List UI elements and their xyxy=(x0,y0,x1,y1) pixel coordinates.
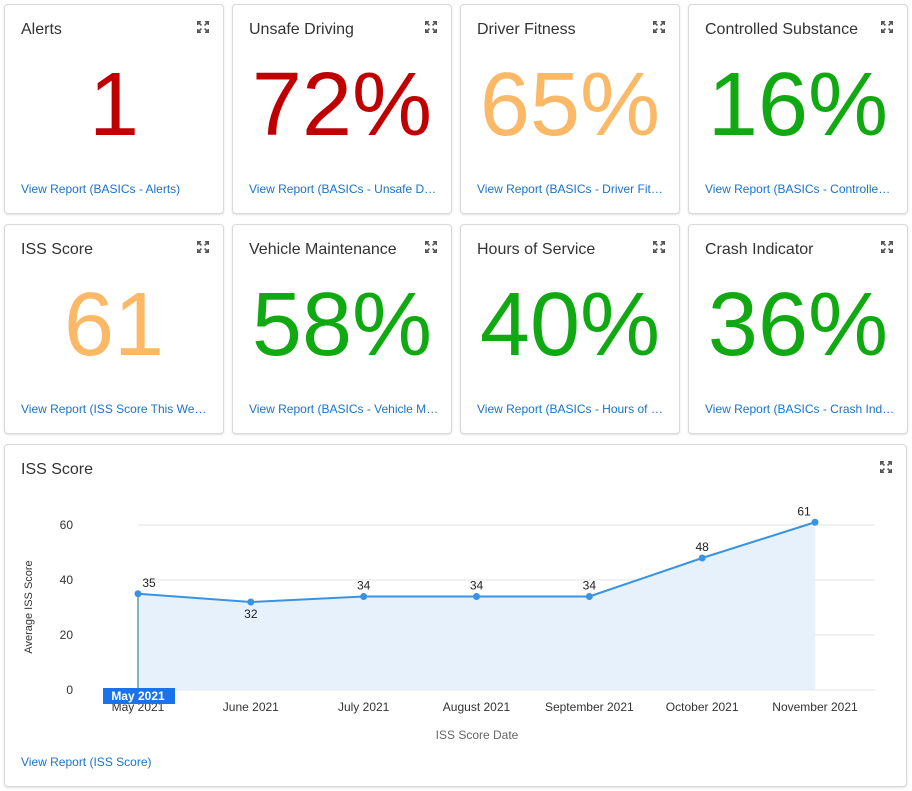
data-point xyxy=(360,593,368,600)
y-tick-label: 0 xyxy=(66,683,73,697)
expand-arrows-icon[interactable] xyxy=(425,241,437,253)
data-label: 34 xyxy=(357,579,371,593)
card-title: Hours of Service xyxy=(477,241,596,258)
alerts-card: Alerts 1 View Report (BASICs - Alerts) xyxy=(4,4,224,214)
vehicle-maintenance-card: Vehicle Maintenance 58% View Report (BAS… xyxy=(232,224,452,434)
y-tick-label: 60 xyxy=(60,518,74,532)
driver-fitness-card: Driver Fitness 65% View Report (BASICs -… xyxy=(460,4,680,214)
x-tick-label: November 2021 xyxy=(772,700,858,714)
data-point xyxy=(134,590,142,598)
view-report-link[interactable]: View Report (BASICs - Crash Indicator) xyxy=(705,402,895,416)
x-tick-label: August 2021 xyxy=(443,700,511,714)
y-tick-label: 20 xyxy=(60,628,74,642)
view-report-link[interactable]: View Report (BASICs - Alerts) xyxy=(21,182,181,196)
kpi-value: 65% xyxy=(479,55,661,155)
data-label: 61 xyxy=(797,504,811,518)
data-label: 32 xyxy=(244,607,258,621)
data-point xyxy=(698,554,706,562)
data-label: 35 xyxy=(142,576,156,590)
data-point xyxy=(811,518,819,526)
expand-arrows-icon[interactable] xyxy=(880,461,892,473)
card-title: Alerts xyxy=(21,21,62,38)
crosshair-label-text: May 2021 xyxy=(111,689,165,703)
y-tick-label: 40 xyxy=(60,573,74,587)
view-report-link[interactable]: View Report (BASICs - Vehicle Maintenanc… xyxy=(249,402,439,416)
view-report-link[interactable]: View Report (BASICs - Controlled Substan… xyxy=(705,182,895,196)
card-title: Driver Fitness xyxy=(477,21,576,38)
data-label: 48 xyxy=(695,540,709,554)
iss-score-card: ISS Score 61 View Report (ISS Score This… xyxy=(4,224,224,434)
crash-indicator-card: Crash Indicator 36% View Report (BASICs … xyxy=(688,224,908,434)
view-report-link[interactable]: View Report (BASICs - Unsafe Driving) xyxy=(249,182,439,196)
controlled-substance-card: Controlled Substance 16% View Report (BA… xyxy=(688,4,908,214)
x-tick-label: September 2021 xyxy=(545,700,634,714)
expand-arrows-icon[interactable] xyxy=(881,21,893,33)
series-area xyxy=(138,522,815,690)
expand-arrows-icon[interactable] xyxy=(881,241,893,253)
kpi-value: 36% xyxy=(707,275,889,375)
card-title: Unsafe Driving xyxy=(249,21,354,38)
kpi-value: 16% xyxy=(707,55,889,155)
data-label: 34 xyxy=(470,579,484,593)
data-label: 34 xyxy=(583,579,597,593)
data-point xyxy=(585,593,593,600)
view-report-link[interactable]: View Report (ISS Score This Week) xyxy=(21,402,211,416)
data-point xyxy=(473,593,480,600)
kpi-value: 72% xyxy=(251,55,433,155)
y-axis-ticks: 0 20 40 60 xyxy=(60,518,74,697)
kpi-value: 61 xyxy=(63,275,165,375)
crosshair-label-box xyxy=(103,688,175,704)
card-title: Crash Indicator xyxy=(705,241,814,258)
x-tick-label: October 2021 xyxy=(666,700,739,714)
card-title: Controlled Substance xyxy=(705,21,858,38)
card-title: ISS Score xyxy=(21,241,94,258)
chart-card-title: ISS Score xyxy=(21,461,94,478)
kpi-value: 1 xyxy=(88,55,140,155)
data-point xyxy=(247,598,255,606)
expand-arrows-icon[interactable] xyxy=(653,241,665,253)
iss-score-chart-card: ISS Score 0 20 40 60 35 32 34 34 34 48 61 May 202… xyxy=(4,444,907,787)
data-labels: 35 32 34 34 34 48 61 xyxy=(142,504,811,621)
kpi-value: 58% xyxy=(251,275,433,375)
view-report-link[interactable]: View Report (BASICs - Hours of Service) xyxy=(477,402,667,416)
view-report-iss-score-link[interactable]: View Report (ISS Score) xyxy=(21,755,152,769)
expand-arrows-icon[interactable] xyxy=(425,21,437,33)
expand-arrows-icon[interactable] xyxy=(653,21,665,33)
view-report-link[interactable]: View Report (BASICs - Driver Fitness) xyxy=(477,182,667,196)
kpi-value: 40% xyxy=(479,275,661,375)
card-title: Vehicle Maintenance xyxy=(249,241,397,258)
x-tick-label: June 2021 xyxy=(223,700,279,714)
iss-score-line-chart[interactable]: 0 20 40 60 35 32 34 34 34 48 61 May 2021 June 2021… xyxy=(5,445,906,745)
x-tick-label: July 2021 xyxy=(338,700,390,714)
series-points xyxy=(134,518,819,606)
unsafe-driving-card: Unsafe Driving 72% View Report (BASICs -… xyxy=(232,4,452,214)
expand-arrows-icon[interactable] xyxy=(197,21,209,33)
expand-arrows-icon[interactable] xyxy=(197,241,209,253)
crosshair-label: May 2021 xyxy=(103,688,175,704)
hours-of-service-card: Hours of Service 40% View Report (BASICs… xyxy=(460,224,680,434)
x-axis-title: ISS Score Date xyxy=(436,728,519,742)
y-axis-title: Average ISS Score xyxy=(23,560,35,653)
x-axis-ticks: May 2021 June 2021 July 2021 August 2021 Sep… xyxy=(112,700,858,714)
